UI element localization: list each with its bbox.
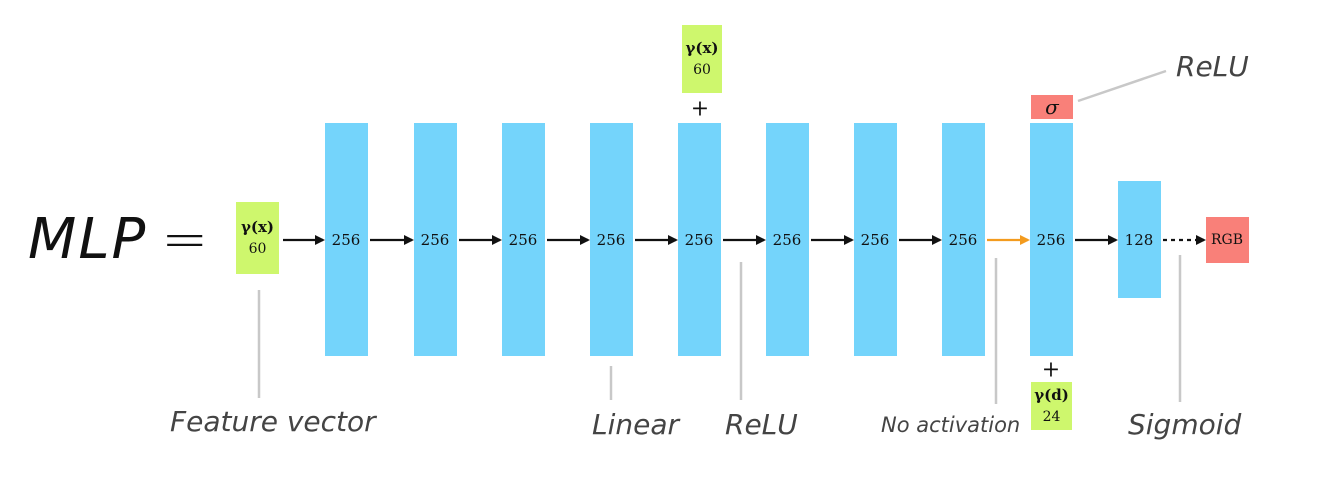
layer-2 [414,123,457,356]
equals-sign: = [161,207,211,272]
layer-1 [325,123,368,356]
input-size-label: 60 [248,241,267,257]
layer-4-label: 256 [596,231,626,249]
input-feature-box: γ(x) 60 [236,202,279,274]
view-direction-box: γ(d) 24 [1031,382,1072,430]
caption-linear: Linear [592,408,680,441]
skip-plus-sign: + [690,96,710,122]
input-gamma-label: γ(x) [240,218,275,236]
caption-sigmoid: Sigmoid [1128,408,1242,441]
layer-6-label: 256 [772,231,802,249]
layer-2-label: 256 [420,231,450,249]
layer-9 [1030,123,1073,356]
rgb-output-label: RGB [1210,232,1244,248]
layer-7 [854,123,897,356]
rgb-output-box [1206,217,1249,263]
caption-feature-vector: Feature vector [170,405,376,438]
layer-5-label: 256 [684,231,714,249]
layer-6 [766,123,809,356]
caption-relu-bottom: ReLU [725,408,798,441]
pointer-relu-top [1077,69,1167,103]
view-size-label: 24 [1042,409,1061,425]
view-gamma-label: γ(d) [1034,386,1069,404]
mlp-title: MLP = [28,205,210,275]
layer-8 [942,123,985,356]
layer-10 [1118,181,1161,298]
skip-gamma-label: γ(x) [685,39,719,57]
caption-relu-top: ReLU [1176,50,1249,83]
layer-4 [590,123,633,356]
layer-10-label: 128 [1124,231,1154,249]
layer-7-label: 256 [860,231,890,249]
layer-1-label: 256 [331,231,361,249]
sigma-box [1031,95,1073,119]
layer-9-label: 256 [1036,231,1066,249]
mlp-title-text: MLP [28,207,148,272]
skip-size-label: 60 [693,62,711,78]
layer-3 [502,123,545,356]
layer-3-label: 256 [508,231,538,249]
layer-8-label: 256 [948,231,978,249]
caption-no-activation: No activation [881,413,1021,437]
view-plus-sign: + [1041,357,1061,383]
sigma-label: σ [1045,95,1059,119]
skip-input-box: γ(x) 60 [682,25,722,93]
layer-5 [678,123,721,356]
